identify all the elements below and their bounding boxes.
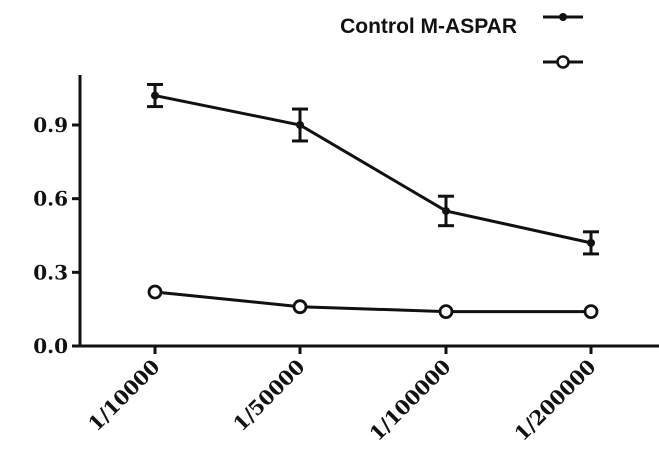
data-point-open: [583, 304, 599, 320]
data-point-open: [438, 304, 454, 320]
data-point-filled: [296, 121, 304, 129]
series-line-2: [154, 290, 591, 314]
x-tick-label: 1/100000: [365, 355, 456, 446]
data-point-filled: [587, 238, 595, 247]
x-tick-label: 1/200000: [510, 355, 601, 446]
y-tick-label: 0.0: [33, 334, 68, 358]
y-tick-label: 0.9: [33, 113, 68, 137]
legend-label: Control M-ASPAR: [340, 15, 517, 38]
data-point-filled: [442, 206, 450, 215]
data-point-open: [147, 284, 163, 300]
data-point-open: [292, 299, 308, 315]
series-layer: [147, 82, 599, 320]
axes: 0.0 0.3 0.6 0.9 1/10000 1/50000 1/100000 1/2000…: [33, 75, 659, 446]
x-tick-label: 1/50000: [228, 355, 309, 436]
legend-marker-filled-circle: [559, 13, 567, 21]
legend: Control M-ASPAR: [340, 13, 583, 69]
legend-marker-open-circle: [556, 55, 570, 69]
data-point-filled: [151, 91, 159, 100]
x-tick-label: 1/10000: [83, 355, 164, 436]
y-tick-label: 0.6: [33, 187, 68, 211]
series-line-1: [154, 94, 592, 245]
y-tick-label: 0.3: [33, 260, 68, 284]
